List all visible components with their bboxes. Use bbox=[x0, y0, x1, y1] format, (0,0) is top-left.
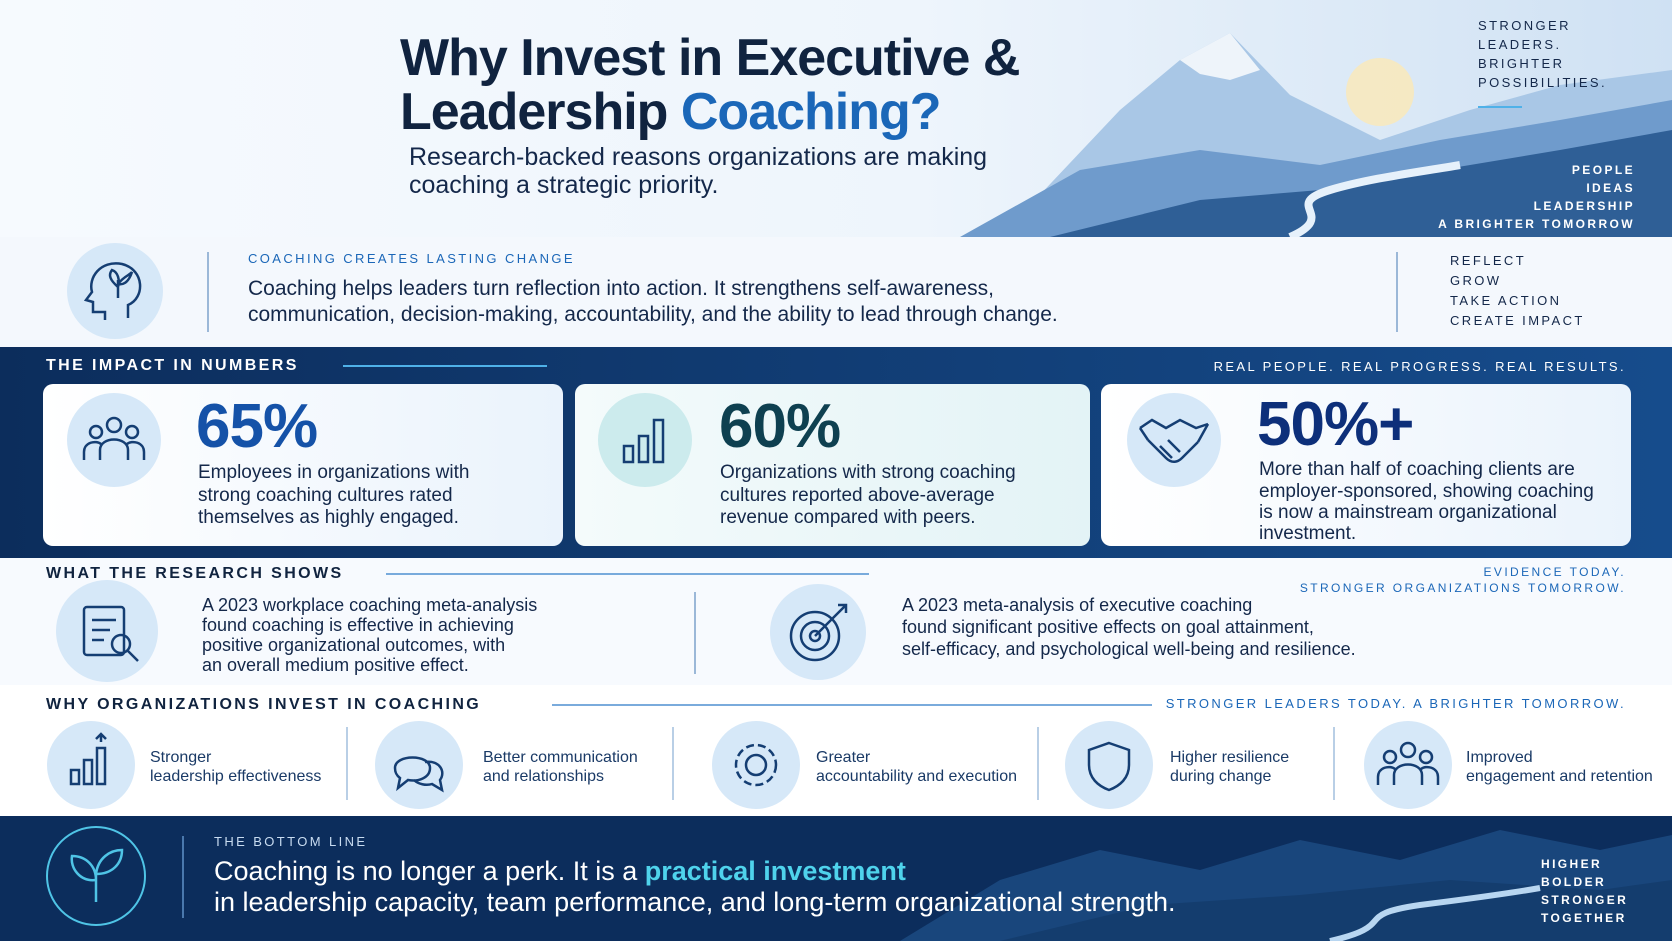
stat-description: Organizations with strong coaching bbox=[720, 462, 1016, 483]
stat-value: 60% bbox=[719, 392, 841, 461]
stat-card bbox=[575, 384, 1090, 546]
closing-word: TOGETHER bbox=[1541, 911, 1627, 925]
section-heading: WHAT THE RESEARCH SHOWS bbox=[46, 565, 344, 582]
tagline: BRIGHTER bbox=[1478, 56, 1565, 71]
closing-word: BOLDER bbox=[1541, 875, 1607, 889]
finding: A 2023 workplace coaching meta-analysis bbox=[202, 595, 538, 615]
stat-value: 50%+ bbox=[1257, 390, 1414, 459]
bottom-text: in leadership capacity, team performance… bbox=[214, 887, 1176, 917]
finding: A 2023 meta-analysis of executive coachi… bbox=[902, 595, 1253, 615]
title: Leadership Coaching? bbox=[400, 83, 942, 141]
title-text: Leadership bbox=[400, 83, 668, 141]
keyword: IDEAS bbox=[1586, 181, 1635, 195]
icon-ring bbox=[46, 826, 146, 926]
keyword: PEOPLE bbox=[1571, 163, 1635, 177]
intro-text: communication, decision-making, accounta… bbox=[248, 303, 1058, 326]
dividers bbox=[346, 727, 1335, 800]
head-icon bbox=[83, 262, 142, 320]
icon-circle bbox=[67, 243, 163, 339]
tagline: STRONGER bbox=[1478, 18, 1571, 33]
section-label: COACHING CREATES LASTING CHANGE bbox=[248, 251, 575, 266]
closing-word: STRONGER bbox=[1541, 893, 1629, 907]
reason: Stronger bbox=[150, 749, 212, 766]
section-tagline: STRONGER LEADERS TODAY. A BRIGHTER TOMOR… bbox=[1165, 696, 1626, 711]
reason: Higher resilience bbox=[1170, 749, 1290, 766]
subtitle: coaching a strategic priority. bbox=[409, 171, 719, 199]
reason: leadership effectiveness bbox=[150, 768, 322, 785]
target-icon bbox=[789, 603, 848, 662]
reason: Better communication bbox=[483, 749, 638, 766]
stat-value: 65% bbox=[196, 392, 318, 461]
closing-word: HIGHER bbox=[1541, 857, 1603, 871]
subtitle: Research-backed reasons organizations ar… bbox=[409, 143, 988, 171]
icon-circle bbox=[1127, 393, 1221, 487]
section-label: THE BOTTOM LINE bbox=[214, 834, 368, 849]
tagline: LEADERS. bbox=[1478, 37, 1562, 52]
people-icon bbox=[82, 416, 146, 460]
reason: accountability and execution bbox=[816, 768, 1018, 785]
section-tagline: STRONGER ORGANIZATIONS TOMORROW. bbox=[1299, 581, 1626, 595]
sprout-icon bbox=[70, 848, 124, 902]
handshake-icon bbox=[1138, 418, 1210, 463]
stat-card bbox=[43, 384, 563, 546]
accent-rule bbox=[1478, 106, 1522, 108]
finding: found significant positive effects on go… bbox=[902, 617, 1314, 637]
reason: Greater bbox=[816, 749, 871, 766]
intro-text: Coaching helps leaders turn reflection i… bbox=[248, 277, 994, 300]
bottom-highlight: practical investment bbox=[644, 856, 906, 886]
keyword: A BRIGHTER TOMORROW bbox=[1438, 217, 1635, 231]
reason: and relationships bbox=[483, 768, 604, 785]
stat-description: revenue compared with peers. bbox=[720, 507, 976, 528]
stat-description: cultures reported above-average bbox=[720, 485, 995, 506]
snow bbox=[1180, 33, 1260, 80]
stat-description: employer-sponsored, showing coaching bbox=[1259, 481, 1594, 502]
stat-description: is now a mainstream organizational bbox=[1259, 502, 1557, 523]
stat-description: Employees in organizations with bbox=[198, 462, 470, 483]
stat-description: themselves as highly engaged. bbox=[198, 507, 459, 528]
stat-description: investment. bbox=[1259, 523, 1357, 544]
tagline: POSSIBILITIES. bbox=[1478, 75, 1607, 90]
section-heading: WHY ORGANIZATIONS INVEST IN COACHING bbox=[46, 696, 482, 713]
finding: found coaching is effective in achieving bbox=[202, 615, 514, 635]
bar-icon bbox=[622, 418, 665, 464]
section-tagline: EVIDENCE TODAY. bbox=[1483, 565, 1626, 579]
step: CREATE IMPACT bbox=[1450, 313, 1585, 328]
step: TAKE ACTION bbox=[1450, 293, 1562, 308]
bottom-text: Coaching is no longer a perk. It is a pr… bbox=[214, 858, 906, 885]
stat-description: strong coaching cultures rated bbox=[198, 485, 453, 506]
reason: engagement and retention bbox=[1466, 768, 1653, 785]
reason: Improved bbox=[1466, 749, 1533, 766]
section-tagline: REAL PEOPLE. REAL PROGRESS. REAL RESULTS… bbox=[1213, 359, 1626, 374]
river bbox=[1329, 885, 1541, 941]
bottom-text-part: Coaching is no longer a perk. It is a bbox=[214, 856, 638, 886]
title: Why Invest in Executive & bbox=[400, 29, 1020, 87]
section-heading: THE IMPACT IN NUMBERS bbox=[46, 357, 299, 374]
stat-description: More than half of coaching clients are bbox=[1259, 459, 1575, 480]
step: GROW bbox=[1450, 273, 1502, 288]
finding: self-efficacy, and psychological well-be… bbox=[902, 639, 1356, 659]
sun bbox=[1346, 58, 1414, 126]
river bbox=[1288, 161, 1461, 241]
title-highlight: Coaching? bbox=[680, 83, 942, 141]
keyword: LEADERSHIP bbox=[1533, 199, 1635, 213]
step: REFLECT bbox=[1450, 253, 1527, 268]
finding: positive organizational outcomes, with bbox=[202, 635, 506, 655]
stat-card bbox=[1101, 384, 1631, 546]
report-icon bbox=[82, 605, 139, 662]
reason-icons bbox=[69, 732, 1440, 793]
intro-bg bbox=[0, 237, 1672, 347]
icon-circle bbox=[598, 393, 692, 487]
reason: during change bbox=[1170, 768, 1272, 785]
finding: an overall medium positive effect. bbox=[202, 655, 469, 675]
